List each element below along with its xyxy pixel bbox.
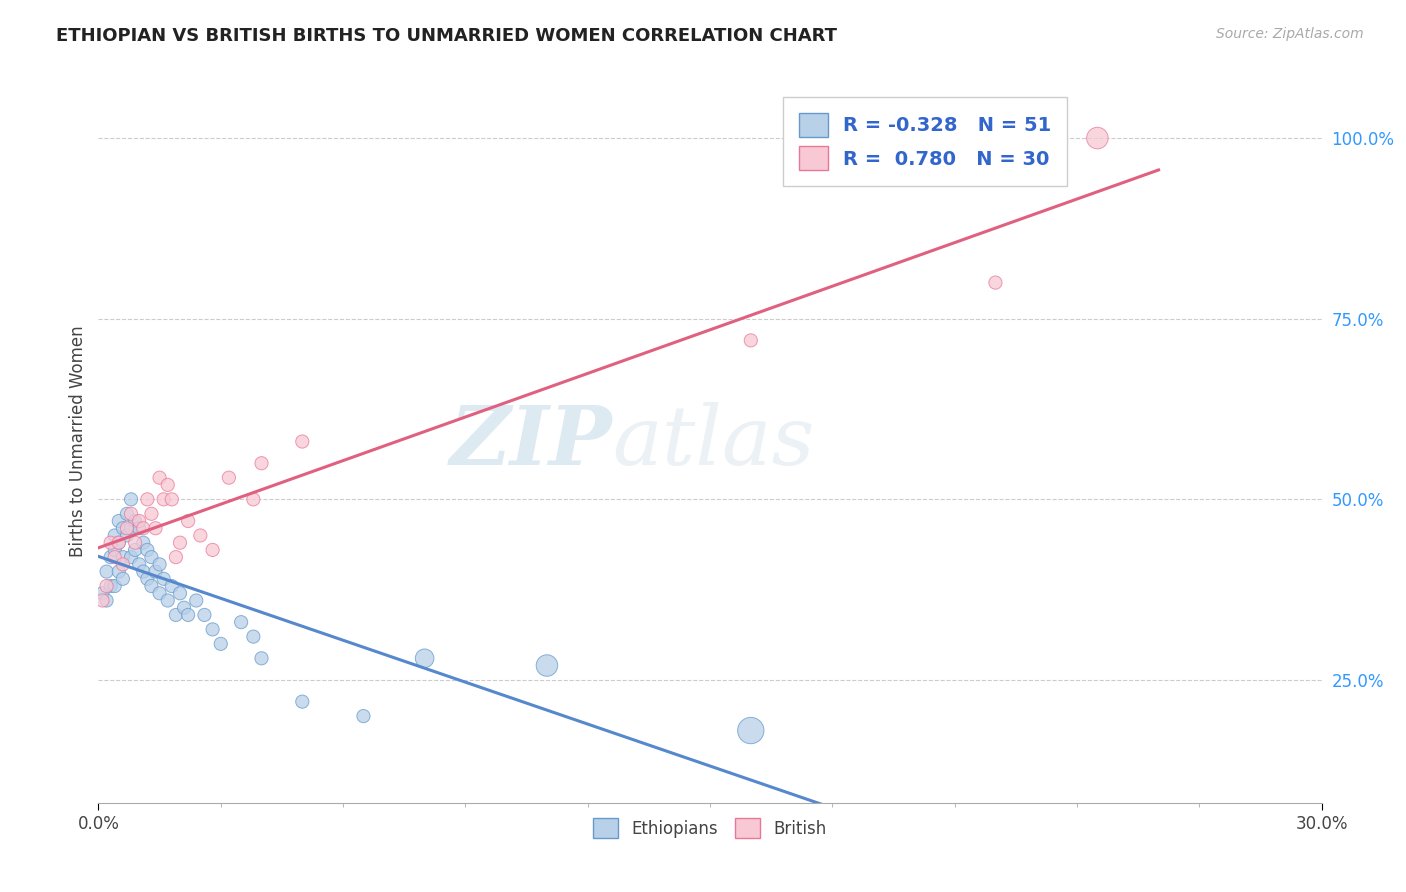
Point (108, 565, 131, 579)
Point (165, 607, 187, 622)
Point (104, 528, 127, 542)
Point (104, 542, 127, 557)
Point (201, 623, 224, 637)
Point (201, 542, 224, 557)
Point (128, 558, 150, 572)
Point (108, 514, 131, 528)
Point (145, 565, 167, 579)
Point (96, 593, 118, 607)
Point (111, 572, 134, 586)
Point (104, 579, 127, 593)
Point (165, 550, 187, 565)
Point (141, 507, 163, 521)
Point (91, 586, 114, 600)
Point (100, 535, 122, 549)
Y-axis label: Births to Unmarried Women: Births to Unmarried Women (69, 326, 87, 558)
Point (128, 514, 150, 528)
Point (413, 651, 436, 665)
Text: ETHIOPIAN VS BRITISH BIRTHS TO UNMARRIED WOMEN CORRELATION CHART: ETHIOPIAN VS BRITISH BIRTHS TO UNMARRIED… (56, 27, 837, 45)
Point (149, 558, 172, 572)
Point (104, 550, 127, 565)
Point (209, 637, 232, 651)
Point (96, 565, 118, 579)
Point (111, 521, 134, 535)
Point (291, 434, 314, 449)
Point (132, 521, 155, 535)
Point (136, 572, 159, 586)
Point (136, 542, 159, 557)
Point (111, 550, 134, 565)
Point (132, 535, 155, 549)
Point (536, 658, 558, 673)
Point (160, 492, 183, 507)
Point (120, 550, 142, 565)
Point (177, 607, 200, 622)
Point (160, 579, 183, 593)
Point (740, 723, 762, 738)
Point (132, 565, 155, 579)
Point (111, 558, 134, 572)
Legend: Ethiopians, British: Ethiopians, British (586, 812, 834, 845)
Point (136, 492, 159, 507)
Point (100, 579, 122, 593)
Point (984, 276, 1007, 290)
Point (120, 492, 142, 507)
Point (352, 709, 374, 723)
Point (120, 507, 142, 521)
Point (149, 586, 172, 600)
Point (141, 550, 163, 565)
Point (291, 695, 314, 709)
Text: atlas: atlas (612, 401, 814, 482)
Point (91, 593, 114, 607)
Point (96, 579, 118, 593)
Point (152, 572, 174, 586)
Point (169, 586, 191, 600)
Point (218, 470, 240, 484)
Point (108, 535, 131, 549)
Point (156, 593, 179, 607)
Point (156, 478, 179, 492)
Point (145, 521, 167, 535)
Point (177, 514, 200, 528)
Point (740, 334, 762, 348)
Point (193, 607, 215, 622)
Point (120, 521, 142, 535)
Text: ZIP: ZIP (450, 401, 612, 482)
Point (250, 456, 273, 470)
Text: Source: ZipAtlas.com: Source: ZipAtlas.com (1216, 27, 1364, 41)
Point (231, 615, 253, 630)
Point (100, 550, 122, 565)
Point (108, 535, 131, 549)
Point (124, 542, 146, 557)
Point (169, 535, 191, 549)
Point (173, 600, 195, 615)
Point (188, 528, 212, 542)
Point (115, 507, 138, 521)
Point (124, 514, 146, 528)
Point (1085, 131, 1108, 145)
Point (186, 593, 208, 607)
Point (250, 651, 273, 665)
Point (242, 492, 264, 507)
Point (141, 579, 163, 593)
Point (242, 630, 264, 644)
Point (149, 470, 172, 484)
Point (128, 521, 150, 535)
Point (124, 535, 146, 549)
Point (115, 528, 138, 542)
Point (152, 492, 174, 507)
Point (115, 521, 138, 535)
